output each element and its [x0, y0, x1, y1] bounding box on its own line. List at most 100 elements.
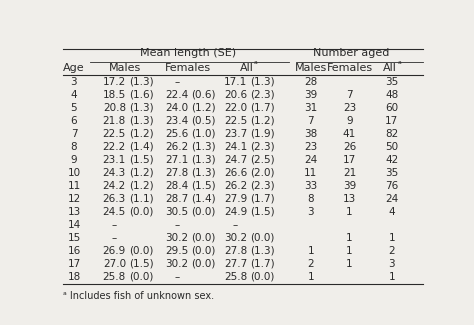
Text: (1.4): (1.4): [191, 194, 216, 204]
Text: 17.2: 17.2: [103, 77, 126, 87]
Text: 8: 8: [308, 194, 314, 204]
Text: 9: 9: [71, 155, 77, 165]
Text: (1.2): (1.2): [191, 103, 216, 113]
Text: (0.0): (0.0): [191, 207, 216, 217]
Text: 22.5: 22.5: [103, 129, 126, 139]
Text: 41: 41: [343, 129, 356, 139]
Text: 26.2: 26.2: [165, 142, 189, 152]
Text: 17: 17: [343, 155, 356, 165]
Text: (2.3): (2.3): [250, 181, 275, 191]
Text: 31: 31: [304, 103, 318, 113]
Text: Females: Females: [327, 62, 373, 72]
Text: (2.3): (2.3): [250, 90, 275, 100]
Text: 42: 42: [385, 155, 398, 165]
Text: (1.1): (1.1): [129, 194, 154, 204]
Text: 22.5: 22.5: [224, 116, 247, 126]
Text: 17.1: 17.1: [224, 77, 247, 87]
Text: 18.5: 18.5: [103, 90, 126, 100]
Text: (0.0): (0.0): [191, 259, 216, 269]
Text: All: All: [240, 62, 254, 72]
Text: (0.5): (0.5): [191, 116, 216, 126]
Text: All: All: [383, 62, 397, 72]
Text: (1.4): (1.4): [129, 142, 154, 152]
Text: 50: 50: [385, 142, 398, 152]
Text: 20.8: 20.8: [103, 103, 126, 113]
Text: 9: 9: [346, 116, 353, 126]
Text: (1.3): (1.3): [250, 246, 275, 256]
Text: 27.8: 27.8: [165, 168, 189, 178]
Text: (1.3): (1.3): [191, 155, 216, 165]
Text: 10: 10: [67, 168, 81, 178]
Text: –: –: [174, 77, 180, 87]
Text: (1.7): (1.7): [250, 194, 275, 204]
Text: 24.5: 24.5: [103, 207, 126, 217]
Text: 26.3: 26.3: [103, 194, 126, 204]
Text: 2: 2: [388, 246, 395, 256]
Text: 33: 33: [304, 181, 318, 191]
Text: 18: 18: [67, 272, 81, 282]
Text: 12: 12: [67, 194, 81, 204]
Text: (1.2): (1.2): [129, 181, 154, 191]
Text: 20.6: 20.6: [224, 90, 247, 100]
Text: 24: 24: [385, 194, 398, 204]
Text: 35: 35: [385, 168, 398, 178]
Text: 15: 15: [67, 233, 81, 243]
Text: 7: 7: [346, 90, 353, 100]
Text: 1: 1: [346, 246, 353, 256]
Text: 11: 11: [304, 168, 318, 178]
Text: –: –: [174, 272, 180, 282]
Text: (0.0): (0.0): [250, 233, 274, 243]
Text: (0.0): (0.0): [191, 233, 216, 243]
Text: 1: 1: [308, 246, 314, 256]
Text: 76: 76: [385, 181, 398, 191]
Text: 39: 39: [343, 181, 356, 191]
Text: (0.0): (0.0): [129, 207, 154, 217]
Text: (0.6): (0.6): [191, 90, 216, 100]
Text: 23: 23: [304, 142, 318, 152]
Text: 27.0: 27.0: [103, 259, 126, 269]
Text: (1.7): (1.7): [250, 103, 275, 113]
Text: (1.7): (1.7): [250, 259, 275, 269]
Text: 24: 24: [304, 155, 318, 165]
Text: 28.7: 28.7: [165, 194, 189, 204]
Text: 23.4: 23.4: [165, 116, 189, 126]
Text: (2.5): (2.5): [250, 155, 275, 165]
Text: 24.1: 24.1: [224, 142, 247, 152]
Text: 3: 3: [71, 77, 77, 87]
Text: 3: 3: [308, 207, 314, 217]
Text: 29.5: 29.5: [165, 246, 189, 256]
Text: (1.2): (1.2): [250, 116, 275, 126]
Text: 1: 1: [346, 259, 353, 269]
Text: –: –: [112, 220, 117, 230]
Text: 2: 2: [308, 259, 314, 269]
Text: (0.0): (0.0): [129, 272, 154, 282]
Text: 11: 11: [67, 181, 81, 191]
Text: (0.0): (0.0): [191, 246, 216, 256]
Text: 14: 14: [67, 220, 81, 230]
Text: 3: 3: [388, 259, 395, 269]
Text: (1.3): (1.3): [129, 116, 154, 126]
Text: 38: 38: [304, 129, 318, 139]
Text: 25.6: 25.6: [165, 129, 189, 139]
Text: (1.3): (1.3): [129, 103, 154, 113]
Text: (1.5): (1.5): [129, 259, 154, 269]
Text: (1.0): (1.0): [191, 129, 216, 139]
Text: 1: 1: [346, 207, 353, 217]
Text: 24.7: 24.7: [224, 155, 247, 165]
Text: 21: 21: [343, 168, 356, 178]
Text: 24.2: 24.2: [103, 181, 126, 191]
Text: 27.7: 27.7: [224, 259, 247, 269]
Text: 6: 6: [71, 116, 77, 126]
Text: 26: 26: [343, 142, 356, 152]
Text: 24.9: 24.9: [224, 207, 247, 217]
Text: 30.2: 30.2: [165, 233, 188, 243]
Text: 28.4: 28.4: [165, 181, 189, 191]
Text: 23.7: 23.7: [224, 129, 247, 139]
Text: Mean length (SE): Mean length (SE): [140, 48, 236, 58]
Text: 82: 82: [385, 129, 398, 139]
Text: 13: 13: [343, 194, 356, 204]
Text: (1.5): (1.5): [250, 207, 275, 217]
Text: Males: Males: [109, 62, 142, 72]
Text: 60: 60: [385, 103, 398, 113]
Text: 16: 16: [67, 246, 81, 256]
